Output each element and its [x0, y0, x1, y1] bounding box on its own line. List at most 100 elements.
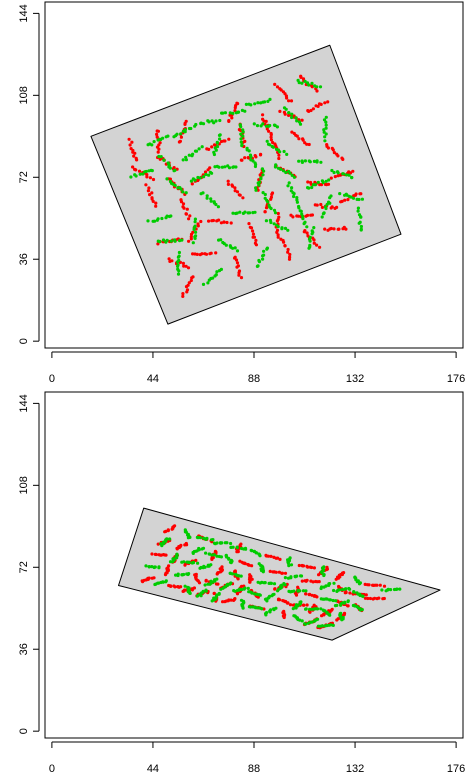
data-point [336, 227, 340, 231]
data-point [283, 576, 287, 580]
data-point [243, 546, 248, 550]
data-point [214, 582, 219, 586]
data-point [240, 108, 244, 112]
data-point [363, 582, 367, 587]
data-point [176, 186, 180, 190]
data-point [218, 137, 222, 141]
data-point [254, 238, 258, 242]
data-point [289, 563, 294, 567]
data-point [275, 223, 279, 227]
data-point [181, 292, 185, 296]
data-point [325, 143, 329, 147]
data-point [266, 142, 271, 146]
data-point [155, 132, 159, 136]
data-point [306, 180, 310, 184]
data-point [329, 194, 333, 198]
data-point [300, 619, 304, 623]
data-point [192, 586, 196, 590]
data-point [330, 146, 334, 150]
data-point [266, 99, 270, 103]
data-point [287, 113, 291, 117]
data-point [241, 196, 245, 200]
data-point [166, 528, 170, 532]
data-point [159, 155, 163, 159]
data-point [262, 249, 266, 253]
y-tick-label: 108 [18, 476, 30, 494]
data-point [279, 237, 283, 241]
data-point [189, 179, 193, 183]
data-point [286, 228, 290, 232]
data-point [284, 94, 288, 98]
data-point [203, 252, 207, 256]
x-tick-label: 132 [346, 373, 364, 385]
data-point [287, 169, 291, 174]
data-point [216, 205, 220, 209]
data-point [325, 565, 329, 569]
data-point [297, 563, 301, 568]
data-point [289, 189, 293, 193]
data-point [357, 213, 362, 217]
data-point [389, 588, 393, 592]
data-point [236, 264, 240, 268]
data-point [198, 536, 202, 540]
data-point [353, 575, 357, 579]
data-point [194, 122, 198, 127]
data-point [166, 134, 170, 138]
data-point [165, 537, 169, 541]
data-point [189, 126, 193, 131]
data-point [228, 571, 232, 576]
data-point [173, 168, 177, 172]
y-tick-label: 36 [18, 643, 30, 655]
data-point [156, 150, 160, 154]
data-point [339, 611, 343, 615]
data-point [147, 186, 151, 190]
data-point [277, 570, 281, 574]
data-point [291, 607, 295, 611]
data-point [219, 139, 224, 144]
data-point [204, 579, 208, 583]
data-point [323, 182, 327, 186]
data-point [187, 239, 191, 243]
data-point [209, 199, 213, 203]
series-green [129, 78, 364, 286]
data-point [231, 545, 235, 549]
data-point [386, 587, 390, 592]
data-point [258, 180, 262, 184]
y-tick-label: 72 [18, 561, 30, 573]
x-tick-label: 88 [248, 373, 260, 385]
data-point [300, 212, 304, 216]
data-point [276, 217, 280, 222]
data-point [229, 558, 233, 562]
data-point [296, 78, 300, 82]
x-tick-label: 176 [447, 373, 465, 385]
data-point [273, 142, 277, 146]
data-point [322, 118, 327, 122]
data-point [202, 564, 206, 569]
data-point [215, 270, 219, 274]
data-point [283, 226, 288, 230]
data-point [395, 587, 399, 591]
x-axis: 0 44 88 132 176 [49, 351, 465, 385]
data-point [239, 140, 243, 144]
data-point [194, 234, 198, 238]
data-point [229, 598, 233, 602]
data-point [148, 193, 152, 197]
data-point [185, 288, 190, 292]
data-point [280, 583, 284, 587]
data-point [277, 153, 281, 157]
data-point [347, 586, 351, 591]
data-point [254, 188, 258, 192]
data-point [261, 191, 265, 195]
data-point [213, 165, 217, 169]
data-point [186, 585, 190, 590]
data-point [164, 579, 168, 583]
data-point [309, 213, 313, 217]
data-point [241, 211, 245, 215]
data-point [212, 596, 216, 600]
data-point [220, 165, 224, 169]
data-point [151, 177, 156, 182]
data-point [274, 570, 278, 574]
data-point [333, 206, 337, 210]
data-point [315, 607, 320, 611]
